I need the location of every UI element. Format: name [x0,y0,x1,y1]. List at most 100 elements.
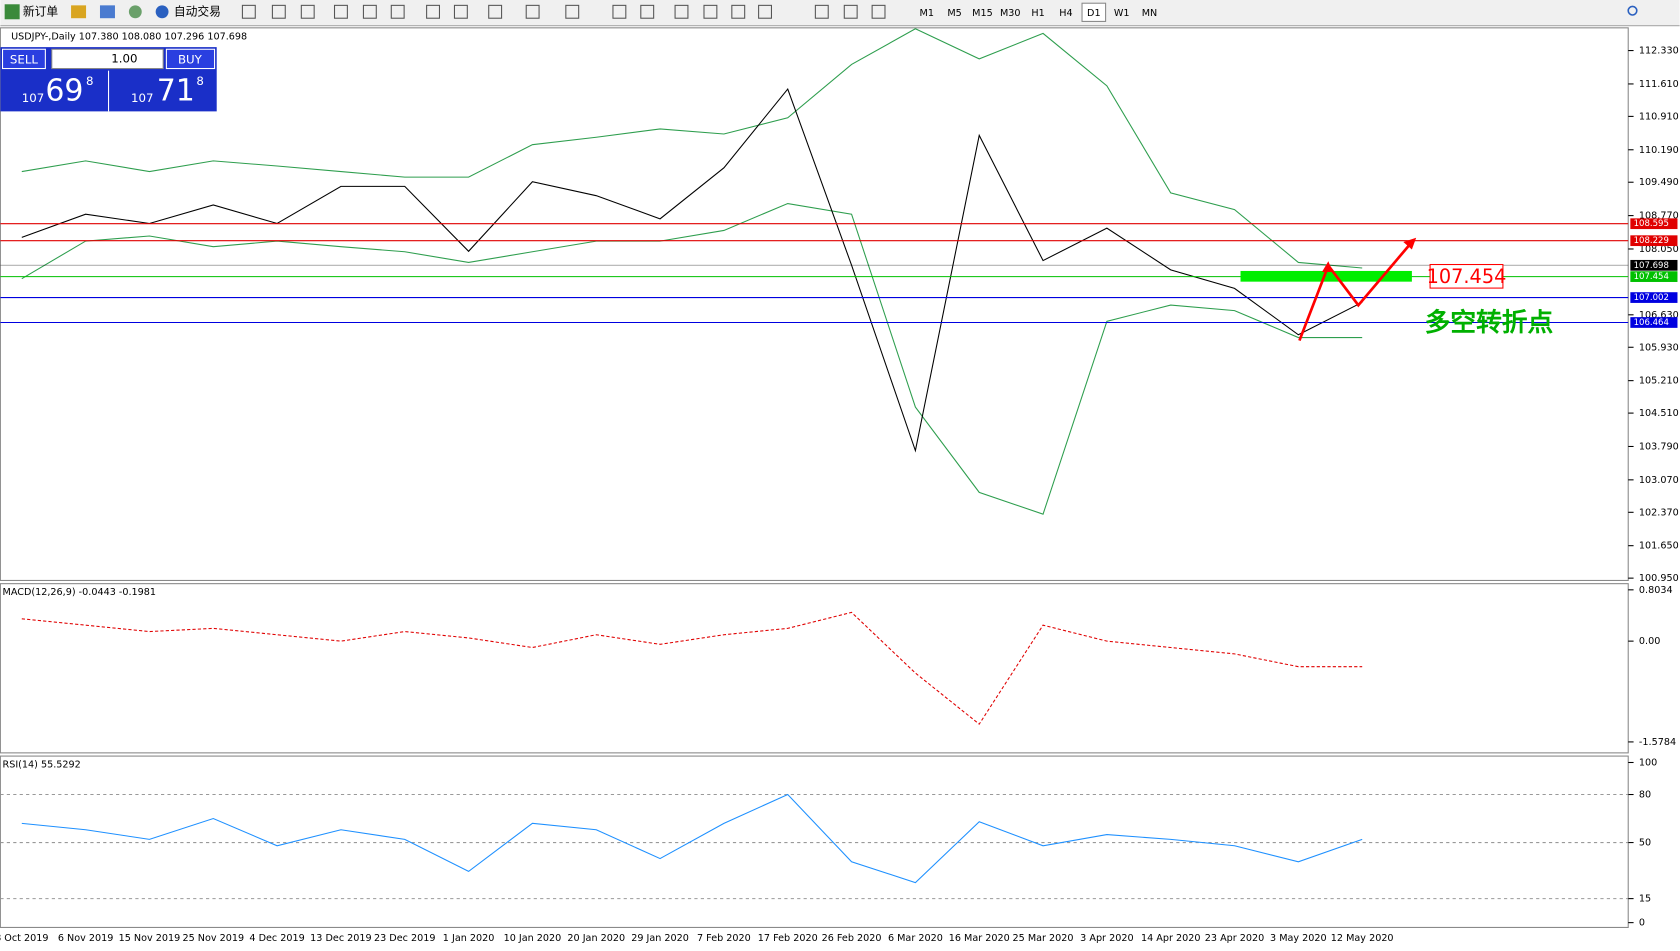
bollinger-lower [21,202,1363,515]
tool-icon[interactable] [333,4,348,19]
y-tick-label: 0.00 [1639,636,1660,647]
timeframe[interactable]: M1 [920,8,934,19]
y-tick-label: -1.5784 [1639,737,1676,748]
sell-button[interactable] [1,48,46,70]
x-tick-label: 17 Feb 2020 [758,933,818,944]
price-level-label: 107.698 [1634,261,1669,271]
lot-value[interactable]: 1.00 [111,51,137,65]
y-tick-label: 112.330 [1639,46,1679,57]
bid-main: 69 [45,74,83,109]
y-tick-label: 15 [1639,894,1651,905]
lot-input[interactable] [51,48,164,70]
buy-button[interactable] [165,48,216,70]
tool-icon[interactable] [426,4,441,19]
y-tick-label: 111.610 [1639,79,1679,90]
tool-icon[interactable] [128,5,142,19]
arrow-path [1298,241,1413,342]
price-level-tag [1630,259,1678,271]
y-tick-label: 110.190 [1639,145,1679,156]
y-tick-label: 108.770 [1639,211,1679,222]
tool-icon[interactable] [362,4,377,19]
arrow-head [1403,237,1417,250]
highlight-zone [1240,270,1412,282]
search-icon[interactable] [1627,5,1638,16]
timeframe[interactable]: H1 [1031,8,1044,19]
tool-icon[interactable] [731,4,746,19]
bid-small: 8 [86,74,93,88]
tool-icon[interactable] [241,4,256,19]
x-tick-label: 23 Dec 2019 [374,933,436,944]
annotation-text: 多空转折点 [1425,307,1554,338]
active-timeframe [1081,2,1107,22]
x-tick-label: 16 Mar 2020 [949,933,1010,944]
x-tick-label: 8 Oct 2019 [0,933,48,944]
x-tick-label: 7 Feb 2020 [697,933,751,944]
tool-icon[interactable] [300,4,315,19]
timeframe[interactable]: W1 [1114,8,1130,19]
x-tick-label: 25 Mar 2020 [1013,933,1074,944]
y-tick-label: 0 [1639,918,1645,929]
y-tick-label: 100.950 [1639,573,1679,584]
x-tick-label: 3 Apr 2020 [1080,933,1133,944]
tool-icon[interactable] [674,4,689,19]
y-tick-label: 50 [1639,838,1651,849]
timeframe[interactable]: M5 [947,8,961,19]
auto-trading-icon[interactable] [155,5,169,19]
tool-icon[interactable] [814,4,829,19]
y-tick-label: 101.650 [1639,541,1679,552]
x-tick-label: 6 Mar 2020 [888,933,943,944]
arrow-head [1321,261,1333,273]
buy-label[interactable]: BUY [178,52,203,66]
new-order-icon[interactable] [4,4,20,20]
tool-icon[interactable] [271,4,286,19]
price-level-tag [1630,317,1678,328]
chart-header: USDJPY-,Daily 107.380 108.080 107.296 10… [11,31,247,42]
y-tick-label: 103.070 [1639,475,1679,486]
x-tick-label: 14 Apr 2020 [1141,933,1201,944]
x-tick-label: 10 Jan 2020 [504,933,562,944]
price-level-label: 107.002 [1634,293,1669,303]
x-tick-label: 4 Dec 2019 [249,933,304,944]
tool-icon[interactable] [525,4,540,19]
tool-icon[interactable] [453,4,468,19]
ask-main: 71 [157,74,195,109]
tool-icon[interactable] [703,4,718,19]
tool-icon[interactable] [871,4,886,19]
rsi-panel [0,755,1629,928]
y-tick-label: 104.510 [1639,408,1679,419]
tool-icon[interactable] [612,4,627,19]
new-order[interactable]: 新订单 [23,4,59,18]
price-level-tag [1630,292,1678,303]
y-tick-label: 102.370 [1639,507,1679,518]
tool-icon[interactable] [71,5,87,19]
tool-icon[interactable] [640,4,655,19]
timeframe[interactable]: MN [1142,8,1158,19]
tool-icon[interactable] [99,5,115,19]
x-tick-label: 6 Nov 2019 [58,933,114,944]
y-tick-label: 103.790 [1639,441,1679,452]
tool-icon[interactable] [843,4,858,19]
sell-label[interactable]: SELL [10,52,38,66]
price-level-tag [1630,235,1678,247]
y-tick-label: 110.910 [1639,111,1679,122]
timeframe[interactable]: M15 [972,8,993,19]
timeframe[interactable]: H4 [1059,8,1072,19]
y-tick-label: 105.210 [1639,376,1679,387]
timeframe[interactable]: D1 [1087,8,1101,19]
rsi-line [21,793,1363,884]
ask-small: 8 [196,74,204,88]
auto-trading[interactable]: 自动交易 [174,4,221,18]
tool-icon[interactable] [565,4,580,19]
x-tick-label: 29 Jan 2020 [631,933,689,944]
timeframe[interactable]: M30 [1000,8,1021,19]
price-level-label: 107.454 [1634,272,1669,282]
x-tick-label: 13 Dec 2019 [310,933,372,944]
tool-icon[interactable] [488,4,503,19]
tool-icon[interactable] [390,4,405,19]
x-tick-label: 20 Jan 2020 [567,933,625,944]
main-panel [0,27,1629,581]
tool-icon[interactable] [758,4,772,19]
tool-icons: M1 M5 M15 M30 H1 H4 D1 W1 MN [241,2,1158,22]
x-tick-label: 25 Nov 2019 [182,933,244,944]
